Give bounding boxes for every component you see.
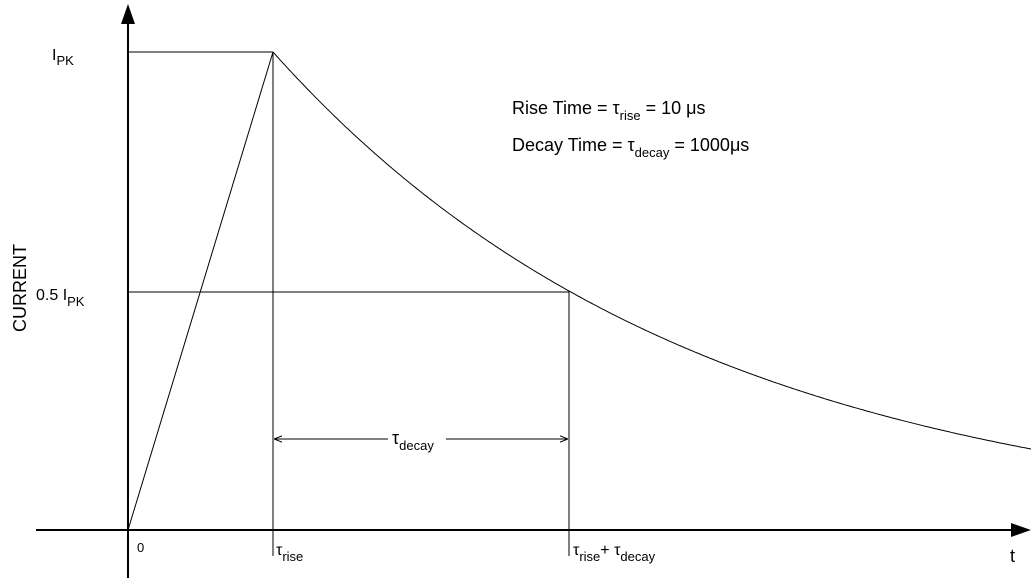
x-axis-label: t [1010,546,1015,566]
decay-time-annotation: Decay Time = τdecay = 1000μs [512,135,749,160]
tau-rise-tick-label: τrise [276,542,303,564]
tau-decay-dimension-label: τdecay [392,428,434,453]
tau-sum-tick-label: τrise+ τdecay [573,542,656,564]
ipk-tick-label: IPK [52,47,74,68]
y-axis-label: CURRENT [10,244,30,332]
rise-ramp [127,51,274,531]
rise-time-annotation: Rise Time = τrise = 10 μs [512,98,706,123]
origin-tick-label: 0 [137,540,144,555]
y-axis-arrow-icon [121,4,135,24]
decay-curve [272,51,1031,450]
x-axis-arrow-icon [1011,523,1031,537]
half-pk-tick-label: 0.5 IPK [36,287,85,309]
